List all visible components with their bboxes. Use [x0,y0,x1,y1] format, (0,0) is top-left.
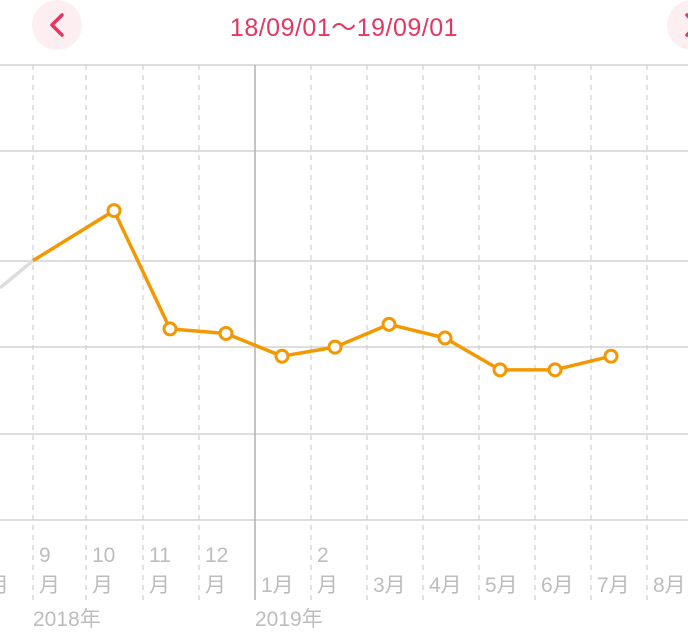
data-point [327,339,343,355]
x-tick-label-month: 4月 [429,574,462,597]
x-tick-label-month: 月 [149,574,170,597]
date-range-title: 18/09/01〜19/09/01 [229,14,459,42]
x-tick-label-month: 月 [205,574,226,597]
chevron-left-icon [50,13,64,37]
data-point [106,203,122,219]
x-year-label: 2018年 [33,608,101,631]
data-point [274,348,290,364]
x-tick-label-month: 8月 [653,574,686,597]
x-tick-label-number: 2 [317,544,329,567]
x-tick-label-month: 1月 [261,574,294,597]
x-tick-label-number: 9 [39,544,51,567]
x-tick-label-month: 月 [317,574,338,597]
next-period-button[interactable] [667,0,688,50]
x-tick-label-number: 11 [149,544,171,567]
line-segment-out-of-range [0,259,35,290]
data-point [381,316,397,332]
chart-header: 18/09/01〜19/09/01 [0,0,688,50]
x-tick-label-month: 5月 [485,574,518,597]
x-tick-label-number: 12 [205,544,228,567]
data-point [218,325,234,341]
x-tick-label-month: 7月 [597,574,630,597]
data-point [162,321,178,337]
x-tick-label-month: 6月 [541,574,574,597]
x-tick-label-month: 月 [39,574,60,597]
x-tick-label-month: 月 [0,574,9,597]
data-point [437,330,453,346]
data-point [603,348,619,364]
x-tick-label-month: 3月 [373,574,406,597]
x-year-label: 2019年 [255,608,323,631]
x-tick-label-number: 10 [92,544,115,567]
x-tick-label-month: 月 [92,574,113,597]
data-point [492,362,508,378]
series-line [32,208,612,372]
previous-period-button[interactable] [32,0,82,50]
data-point [547,362,563,378]
